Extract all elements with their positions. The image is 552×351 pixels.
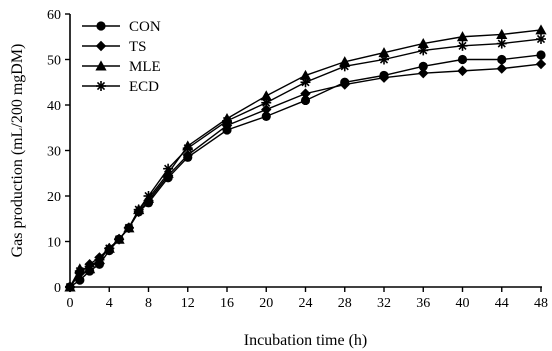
- point-ecd: [143, 191, 154, 201]
- y-tick-label: 50: [47, 54, 61, 69]
- point-mle: [417, 37, 429, 49]
- point-ecd: [65, 282, 75, 292]
- legend-label-ecd: ECD: [129, 79, 159, 95]
- point-ecd: [418, 45, 429, 56]
- point-ts: [261, 104, 272, 115]
- point-mle: [260, 90, 272, 101]
- point-ts: [496, 63, 507, 74]
- point-ts: [418, 67, 429, 79]
- point-ecd: [496, 38, 507, 49]
- point-ts: [182, 149, 193, 161]
- point-ecd: [457, 40, 468, 51]
- series-markers: [64, 24, 547, 293]
- legend-item-mle: MLE: [82, 59, 161, 75]
- point-mle: [378, 47, 390, 58]
- point-ecd: [379, 54, 389, 65]
- point-ecd: [339, 61, 350, 72]
- x-tick-label: 28: [338, 296, 352, 311]
- point-ecd: [84, 261, 95, 272]
- x-tick-label: 40: [456, 296, 470, 311]
- point-con: [75, 275, 85, 285]
- x-tick-label: 16: [220, 296, 234, 311]
- x-tick-label: 44: [495, 296, 509, 311]
- point-ecd: [123, 222, 134, 233]
- legend-label-con: CON: [129, 19, 161, 35]
- legend-marker-mle: [95, 60, 107, 71]
- legend-item-ecd: ECD: [82, 79, 159, 95]
- point-mle: [535, 24, 547, 35]
- x-tick-label: 4: [106, 296, 113, 311]
- point-ts: [457, 65, 468, 77]
- x-tick-label: 32: [377, 296, 391, 311]
- point-ecd: [222, 115, 232, 126]
- x-tick-label: 8: [145, 296, 152, 311]
- point-ecd: [104, 243, 115, 254]
- legend-marker-ecd: [96, 81, 106, 91]
- point-con: [418, 61, 428, 71]
- legend-marker-ts: [95, 40, 107, 52]
- point-ecd: [163, 163, 174, 174]
- y-axis-title: Gas production (mL/200 mgDM): [9, 44, 26, 258]
- point-ecd: [94, 254, 105, 265]
- point-con: [536, 50, 546, 60]
- x-tick-label: 12: [181, 296, 195, 311]
- x-tick-label: 36: [416, 296, 430, 311]
- point-con: [300, 95, 311, 106]
- x-tick-label: 20: [259, 296, 273, 311]
- point-con: [457, 54, 468, 65]
- point-con: [261, 111, 271, 121]
- x-tick-label: 48: [534, 296, 548, 311]
- y-tick-label: 40: [47, 99, 61, 114]
- x-axis-title: Incubation time (h): [244, 332, 368, 349]
- point-ecd: [114, 234, 125, 245]
- y-tick-label: 10: [47, 236, 61, 251]
- point-ecd: [536, 34, 546, 45]
- legend-item-ts: TS: [82, 39, 147, 55]
- point-ecd: [182, 143, 193, 154]
- point-ecd: [74, 266, 85, 277]
- legend-marker-con: [96, 21, 106, 31]
- x-tick-label: 0: [67, 296, 74, 311]
- point-con: [497, 54, 507, 65]
- point-ecd: [300, 77, 311, 88]
- point-ts: [378, 72, 390, 83]
- legend-label-mle: MLE: [129, 59, 161, 75]
- point-ts: [535, 58, 547, 70]
- y-tick-label: 60: [47, 8, 61, 23]
- y-tick-label: 0: [54, 281, 61, 296]
- y-tick-label: 20: [47, 190, 61, 205]
- x-tick-label: 24: [299, 296, 313, 311]
- legend-item-con: CON: [82, 19, 161, 35]
- point-mle: [299, 69, 312, 80]
- point-ecd: [261, 97, 272, 108]
- point-ecd: [133, 204, 144, 215]
- point-mle: [456, 31, 469, 42]
- point-ts: [300, 88, 311, 99]
- legend: CON TS MLE ECD: [82, 19, 161, 95]
- point-mle: [496, 28, 508, 39]
- point-ts: [339, 79, 350, 90]
- y-tick-label: 30: [47, 145, 61, 160]
- legend-label-ts: TS: [129, 39, 147, 55]
